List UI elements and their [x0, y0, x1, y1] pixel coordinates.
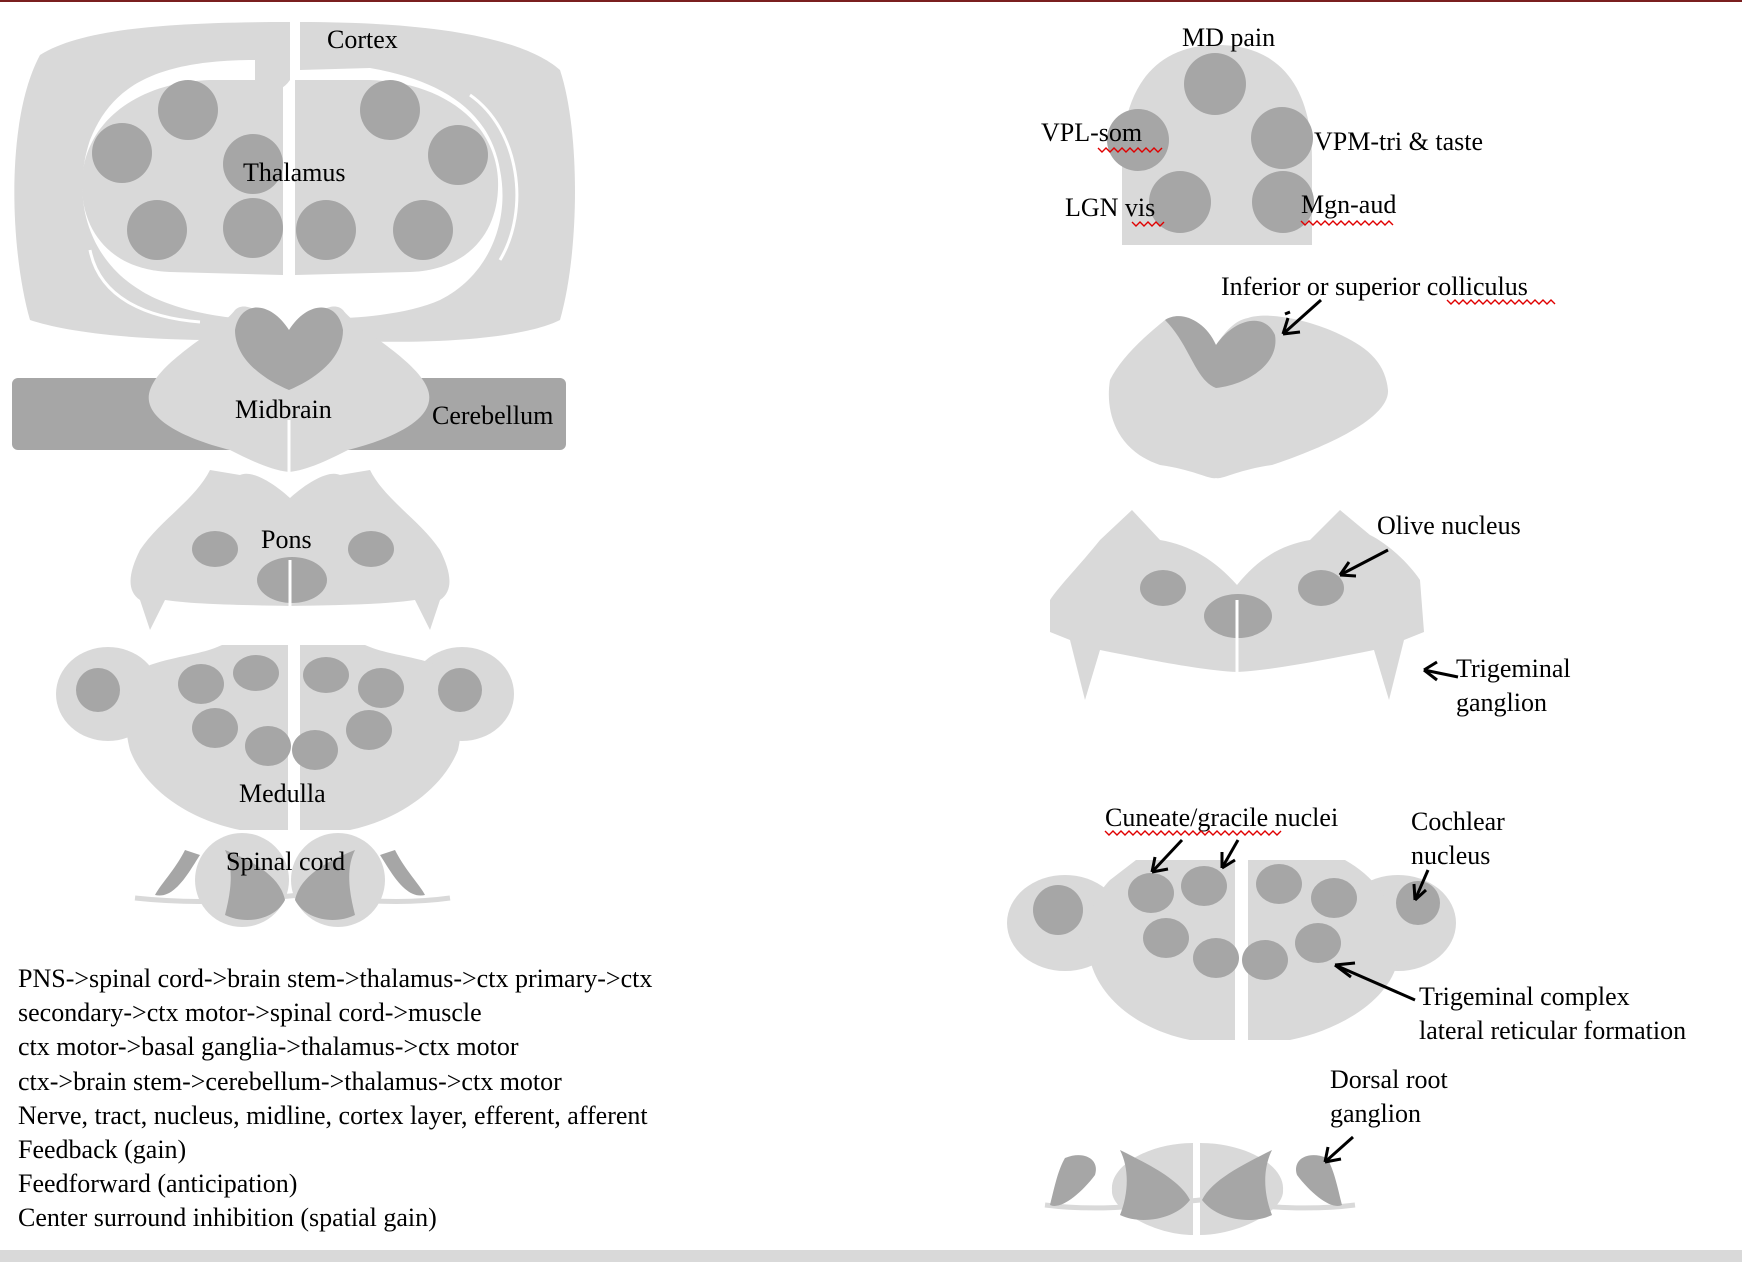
note-line-4: ctx->brain stem->cerebellum->thalamus->c…	[18, 1066, 562, 1096]
thalamic-nucleus	[393, 200, 453, 260]
spinal-cord-detail-shape	[1044, 1143, 1356, 1235]
note-line-8: Center surround inhibition (spatial gain…	[18, 1203, 437, 1233]
label-cochlear-1: Cochlear	[1411, 807, 1505, 836]
label-mgn: Mgn-aud	[1301, 190, 1396, 219]
thalamus-detail-shape	[1107, 45, 1314, 245]
medulla-shape	[56, 645, 514, 830]
arrow-olive	[1338, 548, 1389, 578]
midbrain-detail-shape	[1108, 315, 1389, 479]
thalamic-nucleus	[223, 198, 283, 258]
label-olive: Olive nucleus	[1377, 511, 1521, 540]
label-trigeminal-1: Trigeminal	[1456, 654, 1571, 683]
label-colliculus: Inferior or superior colliculus	[1221, 272, 1528, 301]
label-drg-1: Dorsal root	[1330, 1065, 1448, 1094]
label-lgn: LGN vis	[1065, 193, 1155, 222]
lgn-nucleus	[1149, 171, 1211, 233]
note-line-3: ctx motor->basal ganglia->thalamus->ctx …	[18, 1032, 519, 1062]
notes-block: PNS->spinal cord->brain stem->thalamus->…	[18, 962, 778, 1236]
bottom-rule	[0, 1250, 1742, 1262]
thalamic-nucleus	[223, 134, 283, 194]
spellcheck-marks	[1097, 147, 1556, 836]
pons-detail-shape	[1050, 510, 1424, 700]
pons-shape	[130, 470, 450, 630]
vpm-nucleus	[1251, 107, 1313, 169]
md-nucleus	[1184, 53, 1246, 115]
arrow-cuneate-1	[1150, 838, 1184, 874]
medulla-detail-shape	[1007, 860, 1456, 1040]
top-rule	[0, 0, 1742, 2]
label-vpl: VPL-som	[1041, 118, 1142, 147]
label-md-pain: MD pain	[1182, 23, 1275, 52]
midbrain-shape	[148, 306, 430, 472]
label-cuneate: Cuneate/gracile nuclei	[1105, 803, 1338, 832]
label-medulla: Medulla	[239, 779, 326, 808]
arrow-trigeminal-complex	[1334, 961, 1416, 1002]
label-vpm: VPM-tri & taste	[1314, 127, 1483, 156]
cortex-shape	[14, 22, 575, 342]
thalamic-nucleus	[92, 123, 152, 183]
arrow-drg	[1323, 1135, 1354, 1164]
label-drg-2: ganglion	[1330, 1099, 1421, 1128]
arrow-cuneate-2	[1220, 839, 1240, 870]
vpl-nucleus	[1107, 109, 1169, 171]
note-line-2: secondary->ctx motor->spinal cord->muscl…	[18, 998, 482, 1028]
label-cortex: Cortex	[327, 25, 398, 54]
thalamic-nucleus	[127, 200, 187, 260]
arrow-colliculus	[1281, 298, 1323, 336]
label-trigeminal-2: ganglion	[1456, 688, 1547, 717]
label-cerebellum: Cerebellum	[432, 401, 553, 430]
arrow-trigeminal-ganglion	[1423, 660, 1459, 682]
label-cochlear-2: nucleus	[1411, 841, 1490, 870]
label-midbrain: Midbrain	[235, 395, 332, 424]
thalamic-nucleus	[158, 80, 218, 140]
arrow-cochlear	[1412, 869, 1430, 902]
note-line-7: Feedforward (anticipation)	[18, 1169, 298, 1199]
thalamus-shape	[81, 80, 499, 275]
label-trigeminal-complex-2: lateral reticular formation	[1419, 1016, 1686, 1045]
label-thalamus: Thalamus	[243, 158, 346, 187]
note-line-5: Nerve, tract, nucleus, midline, cortex l…	[18, 1100, 648, 1130]
thalamic-nucleus	[360, 80, 420, 140]
note-line-6: Feedback (gain)	[18, 1135, 187, 1165]
thalamic-nucleus	[296, 200, 356, 260]
label-trigeminal-complex-1: Trigeminal complex	[1419, 982, 1630, 1011]
mgn-nucleus	[1252, 171, 1314, 233]
spinal-cord-shape	[134, 833, 451, 927]
note-line-1: PNS->spinal cord->brain stem->thalamus->…	[18, 964, 653, 993]
label-spinal-cord: Spinal cord	[226, 847, 345, 876]
thalamic-nucleus	[428, 125, 488, 185]
label-pons: Pons	[261, 525, 312, 554]
